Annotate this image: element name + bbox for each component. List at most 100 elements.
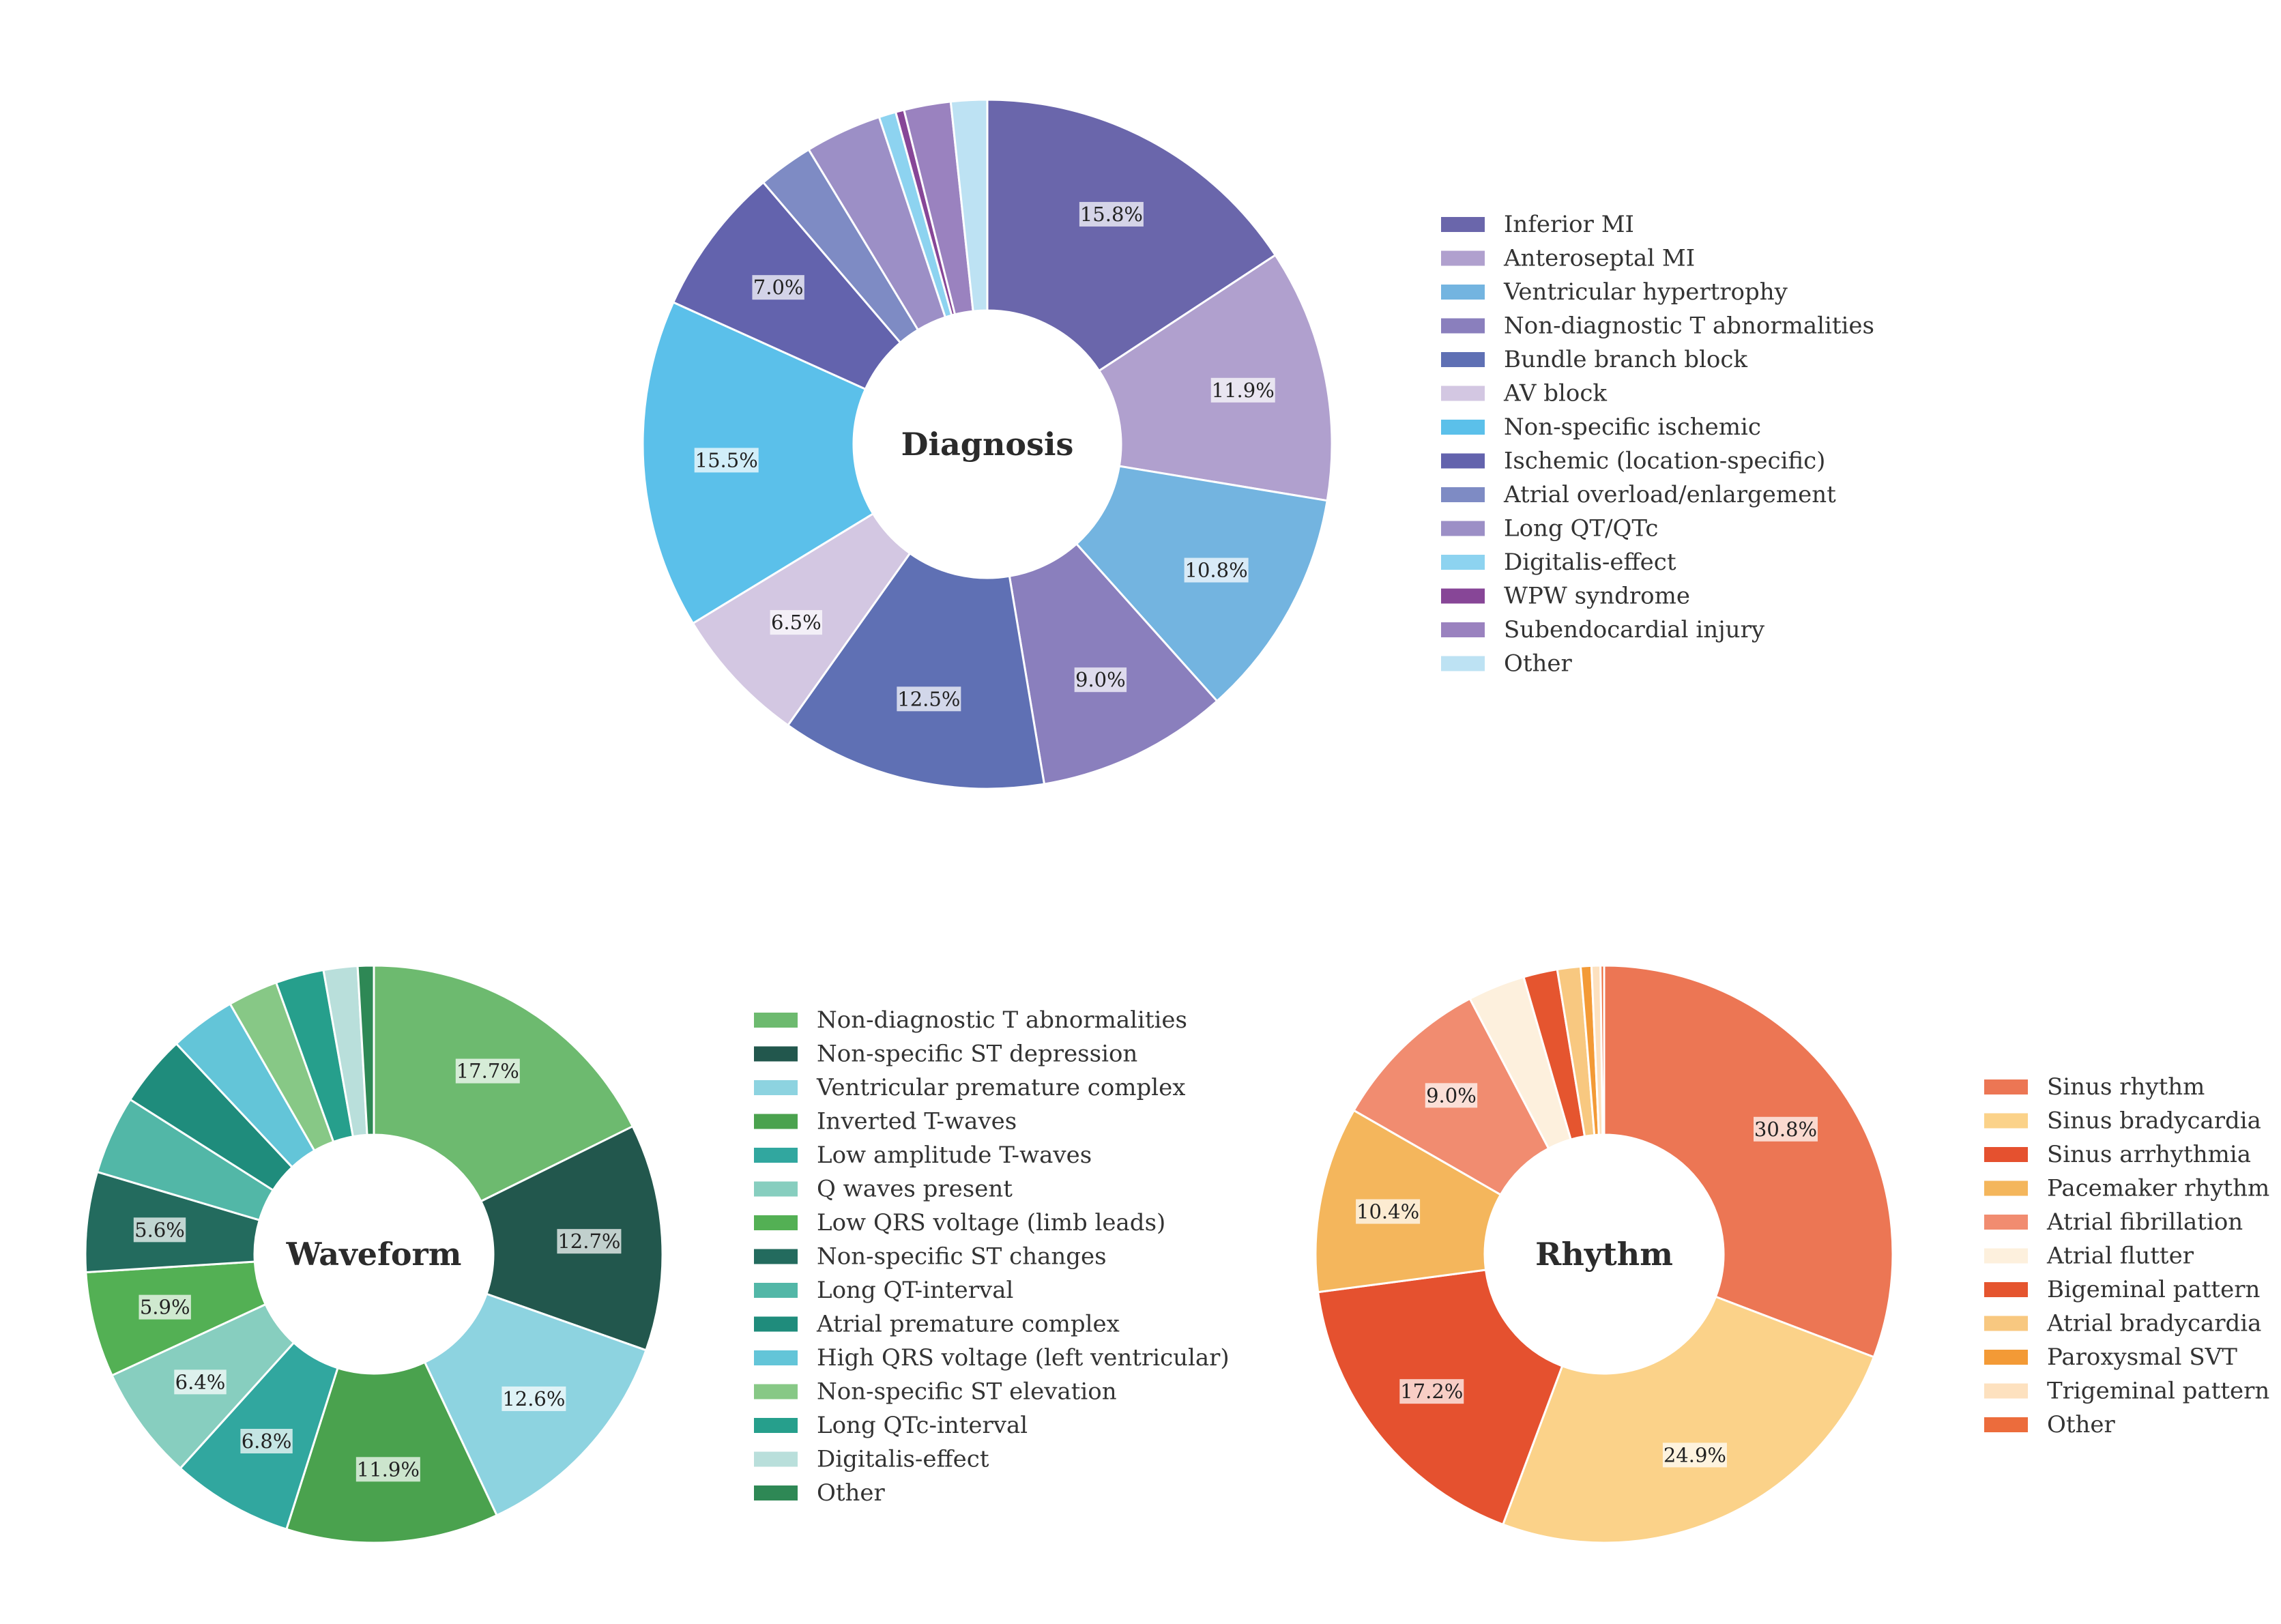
diagnosis-pct-label-anteroseptal-mi: 11.9%	[1210, 377, 1275, 403]
waveform-legend-item-high-qrs-voltage-left-ventricular: High QRS voltage (left ventricular)	[754, 1344, 1230, 1372]
waveform-legend-label: Long QT-interval	[817, 1277, 1013, 1304]
diagnosis-legend-item-other: Other	[1441, 650, 1573, 678]
rhythm-pct-text: 10.4%	[1356, 1200, 1419, 1223]
rhythm-legend-swatch	[1984, 1147, 2028, 1162]
waveform-legend-label: Digitalis-effect	[817, 1446, 989, 1473]
waveform-pct-text: 6.4%	[175, 1370, 226, 1393]
rhythm-legend-label: Paroxysmal SVT	[2047, 1344, 2237, 1371]
diagnosis-legend-item-wpw-syndrome: WPW syndrome	[1441, 583, 1690, 610]
rhythm-legend-swatch	[1984, 1215, 2028, 1230]
rhythm-pct-text: 9.0%	[1426, 1084, 1477, 1107]
diagnosis-slice-non-diagnostic-t-abnormalities	[1008, 542, 1219, 785]
diagnosis-pct-label-av-block: 6.5%	[770, 610, 823, 635]
waveform-legend: Non-diagnostic T abnormalities Non-specif…	[754, 1006, 1230, 1507]
diagnosis-legend-item-inferior-mi: Inferior MI	[1441, 211, 1634, 238]
waveform-legend-item-non-specific-st-changes: Non-specific ST changes	[754, 1243, 1107, 1271]
waveform-legend-swatch	[754, 1384, 798, 1400]
diagnosis-legend-swatch	[1441, 420, 1485, 435]
rhythm-pct-label-pacemaker-rhythm: 10.4%	[1356, 1199, 1421, 1224]
rhythm-legend-swatch	[1984, 1113, 2028, 1129]
waveform-legend-swatch	[754, 1283, 798, 1298]
waveform-pct-label-q-waves-present: 6.4%	[174, 1369, 227, 1395]
rhythm-legend-label: Sinus bradycardia	[2047, 1107, 2261, 1135]
diagnosis-legend-label: Non-diagnostic T abnormalities	[1504, 313, 1874, 340]
rhythm-pct-label-sinus-arrhythmia: 17.2%	[1399, 1379, 1464, 1404]
rhythm-legend-label: Trigeminal pattern	[2047, 1378, 2269, 1405]
diagnosis-legend-label: Digitalis-effect	[1504, 549, 1676, 576]
waveform-pct-label-non-specific-st-depression: 12.7%	[557, 1229, 622, 1254]
waveform-legend-swatch	[754, 1013, 798, 1028]
waveform-legend-item-non-specific-st-depression: Non-specific ST depression	[754, 1041, 1137, 1068]
waveform-pct-text: 11.9%	[357, 1458, 420, 1481]
diagnosis-legend-label: AV block	[1503, 380, 1607, 407]
waveform-legend-item-ventricular-premature-complex: Ventricular premature complex	[754, 1074, 1185, 1101]
waveform-legend-swatch	[754, 1148, 798, 1163]
rhythm-legend-swatch	[1984, 1316, 2028, 1331]
rhythm-legend-swatch	[1984, 1282, 2028, 1297]
diagnosis-pct-label-bundle-branch-block: 12.5%	[897, 686, 961, 712]
waveform-legend-label: Q waves present	[817, 1176, 1013, 1203]
diagnosis-pct-label-ventricular-hypertrophy: 10.8%	[1184, 557, 1249, 583]
waveform-legend-swatch	[754, 1350, 798, 1365]
waveform-pct-text: 5.9%	[140, 1296, 190, 1319]
waveform-legend-swatch	[754, 1181, 798, 1197]
rhythm-pct-label-atrial-fibrillation: 9.0%	[1425, 1083, 1478, 1108]
diagnosis-slice-anteroseptal-mi	[1098, 254, 1333, 502]
waveform-legend-label: Non-diagnostic T abnormalities	[817, 1006, 1187, 1034]
waveform-pct-text: 6.8%	[242, 1430, 292, 1453]
waveform-donut-chart: 17.7% 12.7% 12.6% 11.9% 6.8% 6.4% 5.9% 5.6% Wave…	[84, 964, 664, 1544]
diagnosis-slice-bundle-branch-block	[787, 552, 1045, 790]
rhythm-legend-label: Bigeminal pattern	[2047, 1276, 2260, 1303]
rhythm-legend-swatch	[1984, 1350, 2028, 1365]
waveform-pct-label-ventricular-premature-complex: 12.6%	[502, 1386, 566, 1411]
diagnosis-legend-label: Other	[1504, 650, 1573, 678]
waveform-legend-label: Other	[817, 1479, 886, 1507]
waveform-legend-label: Ventricular premature complex	[816, 1074, 1185, 1101]
rhythm-donut-chart: 30.8% 24.9% 17.2% 10.4% 9.0% Rhythm	[1314, 964, 1894, 1544]
waveform-legend-item-q-waves-present: Q waves present	[754, 1176, 1013, 1203]
diagnosis-legend-swatch	[1441, 318, 1485, 334]
diagnosis-slice-other	[949, 98, 989, 313]
diagnosis-pct-text: 15.5%	[695, 448, 758, 472]
waveform-legend-item-low-qrs-voltage-limb-leads: Low QRS voltage (limb leads)	[754, 1209, 1165, 1236]
rhythm-legend-item-sinus-arrhythmia: Sinus arrhythmia	[1984, 1141, 2251, 1168]
waveform-pct-text: 5.6%	[134, 1218, 185, 1241]
diagnosis-legend-swatch	[1441, 555, 1485, 570]
rhythm-legend-label: Atrial fibrillation	[2046, 1208, 2243, 1236]
waveform-pct-text: 12.7%	[557, 1230, 620, 1253]
waveform-pct-label-low-amplitude-t-waves: 6.8%	[240, 1428, 293, 1453]
diagnosis-slice-inferior-mi	[986, 98, 1277, 372]
diagnosis-legend-item-anteroseptal-mi: Anteroseptal MI	[1441, 245, 1695, 272]
waveform-legend-item-long-qt-interval: Long QT-interval	[754, 1277, 1013, 1304]
rhythm-legend: Sinus rhythm Sinus bradycardia Sinus arrhy…	[1984, 1073, 2269, 1438]
diagnosis-legend-swatch	[1441, 386, 1485, 401]
rhythm-legend-item-paroxysmal-svt: Paroxysmal SVT	[1984, 1344, 2237, 1371]
waveform-legend-swatch	[754, 1249, 798, 1264]
diagnosis-legend-swatch	[1441, 285, 1485, 300]
diagnosis-donut-chart: 15.8% 11.9% 10.8% 9.0% 12.5% 6.5% 15.5% 7.0% Dia…	[641, 98, 1333, 790]
waveform-legend-label: Non-specific ST changes	[817, 1243, 1107, 1271]
rhythm-legend-item-other: Other	[1984, 1411, 2116, 1438]
waveform-pct-label-non-specific-st-changes: 5.6%	[133, 1217, 186, 1243]
diagnosis-pct-label-ischemic-location-specific: 7.0%	[752, 275, 804, 300]
rhythm-legend-item-trigeminal-pattern: Trigeminal pattern	[1984, 1378, 2269, 1405]
diagnosis-legend-swatch	[1441, 521, 1485, 536]
diagnosis-pct-text: 7.0%	[753, 276, 804, 299]
diagnosis-legend-swatch	[1441, 656, 1485, 671]
waveform-legend-label: Non-specific ST elevation	[817, 1378, 1117, 1406]
diagnosis-legend-swatch	[1441, 352, 1485, 367]
waveform-legend-item-inverted-t-waves: Inverted T-waves	[754, 1108, 1017, 1135]
rhythm-legend-swatch	[1984, 1180, 2028, 1196]
waveform-legend-item-non-specific-st-elevation: Non-specific ST elevation	[754, 1378, 1117, 1406]
waveform-legend-label: Non-specific ST depression	[817, 1041, 1137, 1068]
diagnosis-pct-text: 11.9%	[1212, 379, 1275, 402]
diagnosis-legend-item-subendocardial-injury: Subendocardial injury	[1441, 616, 1765, 643]
diagnosis-pct-label-non-diagnostic-t-abnormalities: 9.0%	[1074, 667, 1127, 693]
waveform-legend-label: Inverted T-waves	[817, 1108, 1017, 1135]
diagnosis-slice-ventricular-hypertrophy	[1075, 465, 1328, 702]
diagnosis-legend-label: Ventricular hypertrophy	[1503, 278, 1788, 306]
waveform-slice-other	[356, 964, 375, 1136]
diagnosis-legend-label: Bundle branch block	[1504, 346, 1747, 373]
diagnosis-legend-label: Ischemic (location-specific)	[1504, 448, 1825, 475]
rhythm-legend-swatch	[1984, 1248, 2028, 1264]
